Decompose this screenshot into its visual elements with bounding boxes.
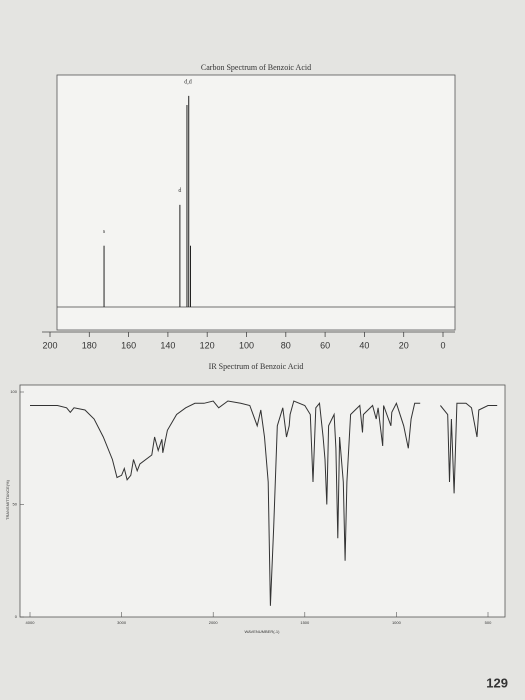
x-tick-label: 180 <box>82 340 97 350</box>
x-tick-label: 80 <box>281 340 291 350</box>
y-tick-label: 50 <box>13 502 18 507</box>
peak-label: d,d <box>184 79 192 85</box>
ir-x-label: WAVENUMBER(-1) <box>245 629 281 634</box>
x-tick-label: 200 <box>42 340 57 350</box>
x-tick-label: 100 <box>239 340 254 350</box>
ir-trace <box>30 400 498 606</box>
y-tick-label: 100 <box>10 389 17 394</box>
x-tick-label: 4000 <box>26 620 36 625</box>
nmr-title: Carbon Spectrum of Benzoic Acid <box>201 63 311 72</box>
x-tick-label: 140 <box>160 340 175 350</box>
x-tick-label: 20 <box>399 340 409 350</box>
x-tick-label: 2000 <box>209 620 219 625</box>
ir-title: IR Spectrum of Benzoic Acid <box>209 362 304 371</box>
x-tick-label: 0 <box>440 340 445 350</box>
x-tick-label: 40 <box>359 340 369 350</box>
x-tick-label: 60 <box>320 340 330 350</box>
ir-y-label: TRANSMITTANCE(%) <box>5 479 10 520</box>
y-tick-label: 0 <box>15 614 18 619</box>
peak-label: s <box>103 229 106 235</box>
x-tick-label: 160 <box>121 340 136 350</box>
x-tick-label: 120 <box>200 340 215 350</box>
x-tick-label: 1500 <box>300 620 310 625</box>
x-tick-label: 3000 <box>117 620 127 625</box>
x-tick-label: 500 <box>485 620 492 625</box>
peak-label: d <box>178 188 181 194</box>
page-number: 129 <box>486 675 508 690</box>
nmr-frame <box>56 74 456 331</box>
x-tick-label: 1000 <box>392 620 402 625</box>
